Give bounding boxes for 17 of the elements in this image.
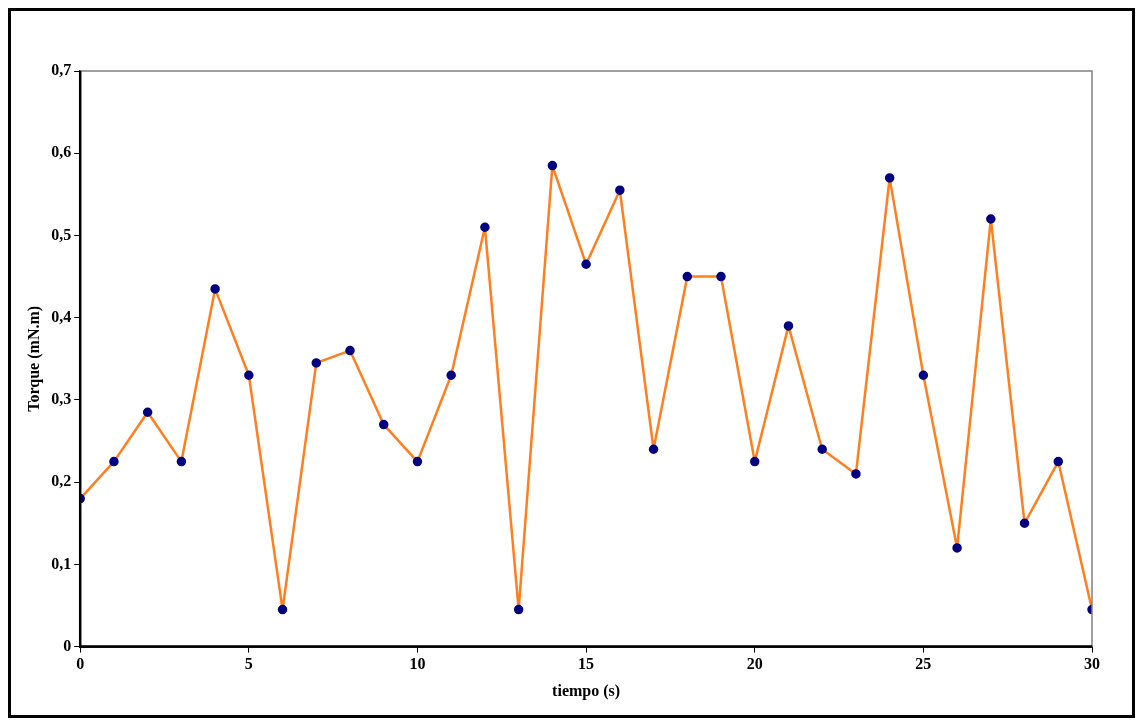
y-axis-title: Torque (mN.m): [24, 305, 43, 412]
y-tick-label: 0,3: [51, 390, 72, 408]
x-tick-label: 30: [1084, 655, 1100, 673]
y-tick-label: 0,5: [51, 225, 72, 243]
y-tick-label: 0,2: [51, 472, 72, 490]
y-tick-label: 0,4: [51, 307, 72, 325]
x-tick-label: 25: [915, 655, 932, 673]
y-tick-label: 0,6: [51, 143, 72, 161]
x-tick-label: 5: [244, 655, 253, 673]
x-tick-label: 20: [746, 655, 763, 673]
x-tick-label: 15: [578, 655, 595, 673]
x-tick-label: 0: [76, 655, 85, 673]
x-axis-title: tiempo (s): [552, 681, 621, 700]
y-tick-label: 0,1: [51, 554, 72, 572]
y-tick-label: 0,7: [51, 61, 72, 79]
x-tick-label: 10: [409, 655, 426, 673]
y-tick-label: 0: [63, 636, 72, 654]
